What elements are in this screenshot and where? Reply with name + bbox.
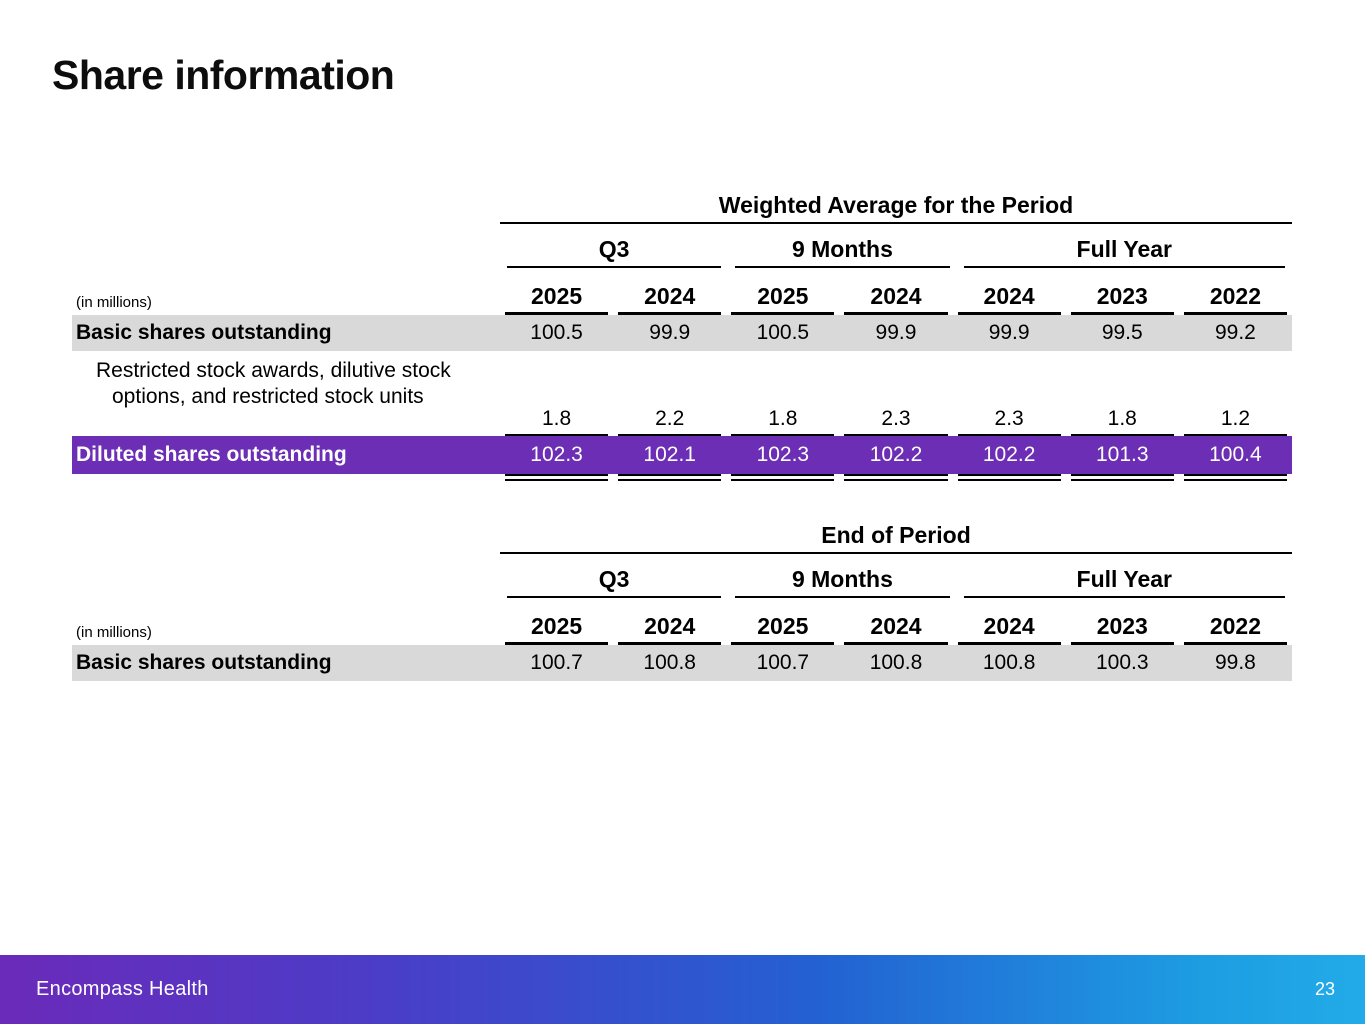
- value-cell: 100.3: [1095, 651, 1149, 674]
- table-row-basic-shares: Basic shares outstanding 100.7 100.8 100…: [72, 645, 1292, 681]
- column-group-fullyear: Full Year: [963, 236, 1285, 268]
- value-cell: 1.8: [731, 351, 835, 436]
- table-row-basic-shares: Basic shares outstanding 100.5 99.9 100.…: [72, 315, 1292, 351]
- value-cell: 100.7: [530, 651, 583, 674]
- end-of-period-table: End of Period Q3 9 Months Full Year (in …: [72, 518, 1292, 681]
- row-label-text: Restricted stock awards, dilutive stock …: [96, 359, 451, 408]
- value-cell: 2.3: [957, 351, 1061, 436]
- column-group-q3: Q3: [507, 236, 722, 268]
- value-cell: 102.3: [756, 443, 810, 466]
- value-cell: 100.8: [643, 651, 696, 674]
- double-underline: [731, 474, 835, 481]
- year-header: 2025: [505, 613, 609, 645]
- row-label: Basic shares outstanding: [76, 651, 332, 674]
- table-title: Weighted Average for the Period: [500, 192, 1292, 224]
- column-group-fullyear: Full Year: [963, 566, 1285, 598]
- value-cell: 102.2: [982, 443, 1036, 466]
- double-underline: [844, 474, 948, 481]
- value-cell: 99.9: [875, 321, 917, 344]
- value-cell: 99.9: [649, 321, 691, 344]
- footer-bar: Encompass Health 23: [0, 955, 1365, 1024]
- value-cell: 99.5: [1101, 321, 1143, 344]
- year-header: 2022: [1183, 283, 1287, 315]
- double-underline: [505, 474, 609, 481]
- table-row-diluted-shares: Diluted shares outstanding 102.3 102.1 1…: [72, 436, 1292, 474]
- double-underline: [618, 474, 722, 481]
- year-header: 2024: [618, 283, 722, 315]
- value-cell: 100.5: [530, 321, 583, 344]
- column-group-9months: 9 Months: [735, 236, 950, 268]
- table-row-restricted-stock: Restricted stock awards, dilutive stock …: [72, 351, 1292, 436]
- year-header: 2023: [1070, 283, 1174, 315]
- row-label: Restricted stock awards, dilutive stock …: [72, 351, 500, 436]
- value-cell: 99.9: [988, 321, 1030, 344]
- row-label: Basic shares outstanding: [76, 321, 332, 344]
- year-header: 2024: [844, 283, 948, 315]
- value-cell: 102.2: [869, 443, 923, 466]
- double-underline: [957, 474, 1061, 481]
- year-header: 2024: [957, 283, 1061, 315]
- value-cell: 1.8: [1070, 351, 1174, 436]
- value-cell: 2.2: [618, 351, 722, 436]
- table-title: End of Period: [500, 522, 1292, 554]
- column-group-q3: Q3: [507, 566, 722, 598]
- year-header: 2024: [844, 613, 948, 645]
- double-underline-row: [72, 474, 1292, 483]
- page-number: 23: [1314, 979, 1335, 999]
- year-header: 2022: [1183, 613, 1287, 645]
- page-title: Share information: [52, 52, 395, 98]
- value-cell: 1.2: [1183, 351, 1287, 436]
- value-cell: 100.7: [756, 651, 810, 674]
- year-header: 2024: [957, 613, 1061, 645]
- year-header: 2025: [731, 613, 835, 645]
- value-cell: 102.3: [530, 443, 583, 466]
- year-header: 2023: [1070, 613, 1174, 645]
- value-cell: 100.8: [869, 651, 923, 674]
- table-title-row: Weighted Average for the Period: [72, 188, 1292, 224]
- brand-wordmark: Encompass Health: [36, 978, 209, 1000]
- value-cell: 102.1: [643, 443, 696, 466]
- unit-label: (in millions): [76, 624, 152, 641]
- year-header: 2025: [731, 283, 835, 315]
- column-group-row: Q3 9 Months Full Year: [72, 224, 1292, 268]
- value-cell: 100.8: [982, 651, 1036, 674]
- year-header: 2025: [505, 283, 609, 315]
- unit-label: (in millions): [76, 294, 152, 311]
- row-label: Diluted shares outstanding: [76, 443, 347, 466]
- value-cell: 100.4: [1209, 443, 1262, 466]
- year-header-row: (in millions) 2025 2024 2025 2024 2024 2…: [72, 598, 1292, 645]
- column-group-row: Q3 9 Months Full Year: [72, 554, 1292, 598]
- year-header-row: (in millions) 2025 2024 2025 2024 2024 2…: [72, 268, 1292, 315]
- double-underline: [1183, 474, 1287, 481]
- year-header: 2024: [618, 613, 722, 645]
- value-cell: 101.3: [1095, 443, 1149, 466]
- double-underline: [1070, 474, 1174, 481]
- weighted-average-table: Weighted Average for the Period Q3 9 Mon…: [72, 188, 1292, 483]
- table-title-row: End of Period: [72, 518, 1292, 554]
- value-cell: 1.8: [505, 351, 609, 436]
- value-cell: 99.8: [1214, 651, 1256, 674]
- value-cell: 2.3: [844, 351, 948, 436]
- column-group-9months: 9 Months: [735, 566, 950, 598]
- value-cell: 100.5: [756, 321, 810, 344]
- value-cell: 99.2: [1214, 321, 1256, 344]
